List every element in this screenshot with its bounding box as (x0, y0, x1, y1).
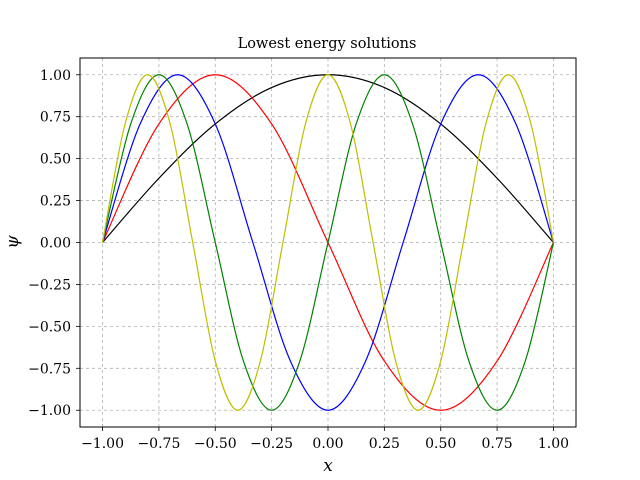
y-tick-label: 0.50 (40, 152, 71, 168)
x-tick-label: −0.25 (250, 436, 293, 452)
y-tick-label: 0.25 (40, 194, 71, 210)
x-axis-label: x (323, 456, 333, 476)
y-axis-label: ψ (3, 235, 23, 249)
y-tick-label: 0.00 (40, 236, 71, 252)
plot-area (79, 57, 577, 428)
series-line-3 (101, 74, 555, 411)
y-tick-label: 0.75 (40, 110, 71, 126)
x-tick-label: 0.25 (369, 436, 400, 452)
y-tick-label: −0.75 (28, 361, 71, 377)
x-tick-label: −0.50 (194, 436, 237, 452)
x-tick-label: −0.75 (137, 436, 180, 452)
series-line-4 (101, 74, 555, 411)
y-tick-label: −0.25 (28, 277, 71, 293)
series-group (101, 74, 555, 411)
series-line-5 (101, 74, 555, 411)
x-axis-ticks: −1.00 −0.75 −0.50 −0.25 0.00 0.25 0.50 0.75 1.00 (81, 427, 569, 452)
x-tick-label: 0.50 (425, 436, 456, 452)
y-tick-label: −0.50 (28, 319, 71, 335)
chart-title: Lowest energy solutions (238, 36, 417, 52)
x-tick-label: 0.00 (312, 436, 343, 452)
x-tick-label: −1.00 (81, 436, 124, 452)
y-tick-label: 1.00 (40, 68, 71, 84)
x-tick-label: 1.00 (538, 436, 569, 452)
x-tick-label: 0.75 (482, 436, 513, 452)
y-tick-label: −1.00 (28, 403, 71, 419)
y-axis-ticks: −1.00 −0.75 −0.50 −0.25 0.00 0.25 0.50 0.75 1.00 (28, 68, 80, 419)
